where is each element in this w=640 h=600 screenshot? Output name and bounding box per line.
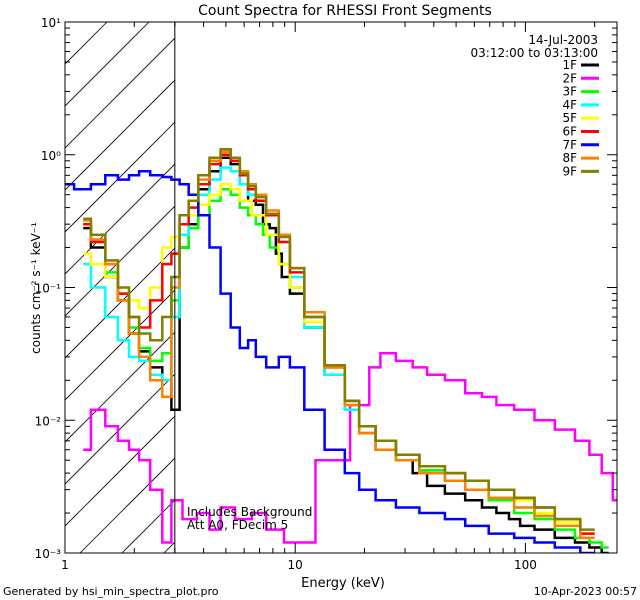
x-tick-label: 10: [288, 558, 303, 572]
footer-generated-by: Generated by hsi_min_spectra_plot.pro: [3, 585, 219, 598]
legend-label-1F: 1F: [562, 58, 577, 72]
y-tick-label: 10⁻²: [35, 414, 62, 428]
y-tick-label: 10⁻¹: [35, 282, 62, 296]
y-tick-label: 10⁻³: [35, 547, 62, 561]
date-label: 14-Jul-2003: [528, 33, 598, 47]
legend-label-7F: 7F: [562, 138, 577, 152]
series-line-3F: [83, 187, 609, 549]
annotation-attenuator: Att A0, FDecim 5: [187, 518, 288, 532]
hatch-line: [65, 37, 175, 149]
series-line-2F: [83, 351, 617, 544]
hatch-line: [65, 373, 175, 485]
x-tick-label: 1: [61, 558, 69, 572]
series-line-8F: [83, 150, 595, 540]
time-range-label: 03:12:00 to 03:13:00: [471, 46, 598, 60]
legend-label-9F: 9F: [562, 164, 577, 178]
y-tick-label: 10⁰: [41, 149, 61, 163]
footer-timestamp: 10-Apr-2023 00:57: [534, 585, 637, 598]
series-line-9F: [83, 148, 595, 531]
y-axis-label: counts cm⁻² s⁻¹ keV⁻¹: [29, 222, 43, 354]
legend-label-6F: 6F: [562, 125, 577, 139]
x-axis-label: Energy (keV): [301, 576, 385, 591]
axis-ticks: 1 10 100 10¹ 10⁰ 10⁻¹ 10⁻² 10⁻³: [35, 16, 617, 572]
legend-label-5F: 5F: [562, 111, 577, 125]
hatch-line: [65, 79, 175, 191]
series-group: [65, 148, 617, 553]
legend-label-4F: 4F: [562, 98, 577, 112]
series-line-7F: [65, 170, 595, 553]
legend-label-3F: 3F: [562, 85, 577, 99]
annotation-background: Includes Background: [187, 505, 312, 519]
hatch-line: [79, 457, 175, 553]
legend-label-2F: 2F: [562, 71, 577, 85]
hatch-line: [65, 415, 175, 527]
chart-title: Count Spectra for RHESSI Front Segments: [198, 3, 492, 19]
hatch-line: [65, 247, 175, 359]
legend-label-8F: 8F: [562, 151, 577, 165]
y-tick-label: 10¹: [41, 16, 61, 30]
x-tick-label: 100: [514, 558, 537, 572]
